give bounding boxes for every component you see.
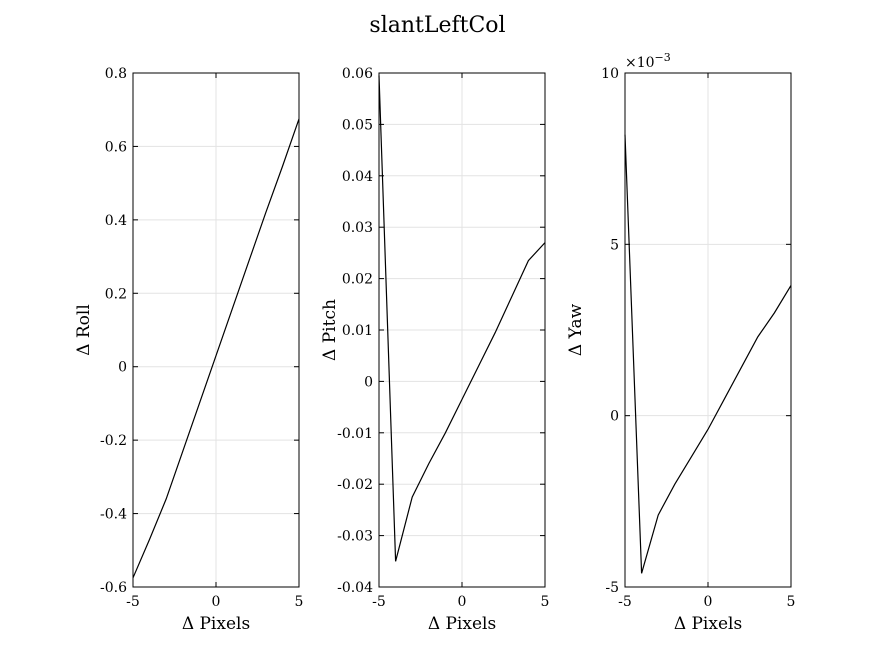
subplot-roll: -5 0 5 -0.6 -0.4 -0.2 0 0.2 0.4 0.6 0.8 Δ Pixels Δ R…: [74, 66, 303, 634]
y-tick-label: 0.4: [105, 213, 127, 229]
x-axis-label: Δ Pixels: [182, 614, 250, 634]
y-tick-label: 0.04: [342, 169, 373, 185]
y-axis-label: Δ Pitch: [320, 299, 340, 361]
y-tick-label: -0.03: [337, 529, 373, 545]
y-tick-label: -0.4: [100, 507, 127, 523]
x-axis-label: Δ Pixels: [674, 614, 742, 634]
y-tick-label: 0.03: [342, 220, 373, 236]
y-tick-label: -0.2: [100, 433, 127, 449]
y-tick-label: 0.2: [105, 286, 127, 302]
x-tick-label: 5: [295, 594, 304, 610]
y-tick-label: -0.6: [100, 580, 127, 596]
x-tick-label: -5: [618, 594, 632, 610]
series-line: [378, 75, 546, 562]
exponent-power: −3: [655, 51, 671, 64]
y-tick-label: 0: [118, 360, 127, 376]
series-line: [624, 134, 792, 574]
y-tick-label: 0.8: [105, 66, 127, 82]
y-tick-label: 0: [364, 374, 373, 390]
exponent-label: ×10−3: [625, 51, 671, 71]
x-tick-label: 0: [458, 594, 467, 610]
y-tick-label: 0.06: [342, 66, 373, 82]
y-tick-label: 0.6: [105, 139, 127, 155]
y-tick-label: 10: [601, 66, 619, 82]
y-tick-label: 0: [610, 409, 619, 425]
x-tick-label: 0: [212, 594, 221, 610]
y-tick-label: -0.01: [337, 426, 373, 442]
figure-title: slantLeftCol: [369, 13, 505, 38]
x-tick-label: 5: [787, 594, 796, 610]
y-tick-label: 5: [610, 237, 619, 253]
y-tick-label: -5: [605, 580, 619, 596]
y-axis-label: Δ Yaw: [566, 303, 586, 356]
subplot-yaw: -5 0 5 -5 0 5 10 Δ Pixels Δ Yaw ×10−3: [566, 51, 795, 634]
x-tick-label: 5: [541, 594, 550, 610]
y-axis-label: Δ Roll: [74, 304, 94, 356]
x-tick-label: -5: [372, 594, 386, 610]
y-tick-label: -0.02: [337, 477, 373, 493]
subplot-pitch: -5 0 5 -0.04 -0.03 -0.02 -0.01 0 0.01 0.02 0.03 0.0…: [320, 66, 549, 634]
y-tick-label: 0.05: [342, 117, 373, 133]
y-tick-label: -0.04: [337, 580, 373, 596]
y-tick-label: 0.02: [342, 272, 373, 288]
x-axis-label: Δ Pixels: [428, 614, 496, 634]
x-tick-label: -5: [126, 594, 140, 610]
series-line: [132, 118, 300, 579]
x-tick-label: 0: [704, 594, 713, 610]
y-tick-label: 0.01: [342, 323, 373, 339]
